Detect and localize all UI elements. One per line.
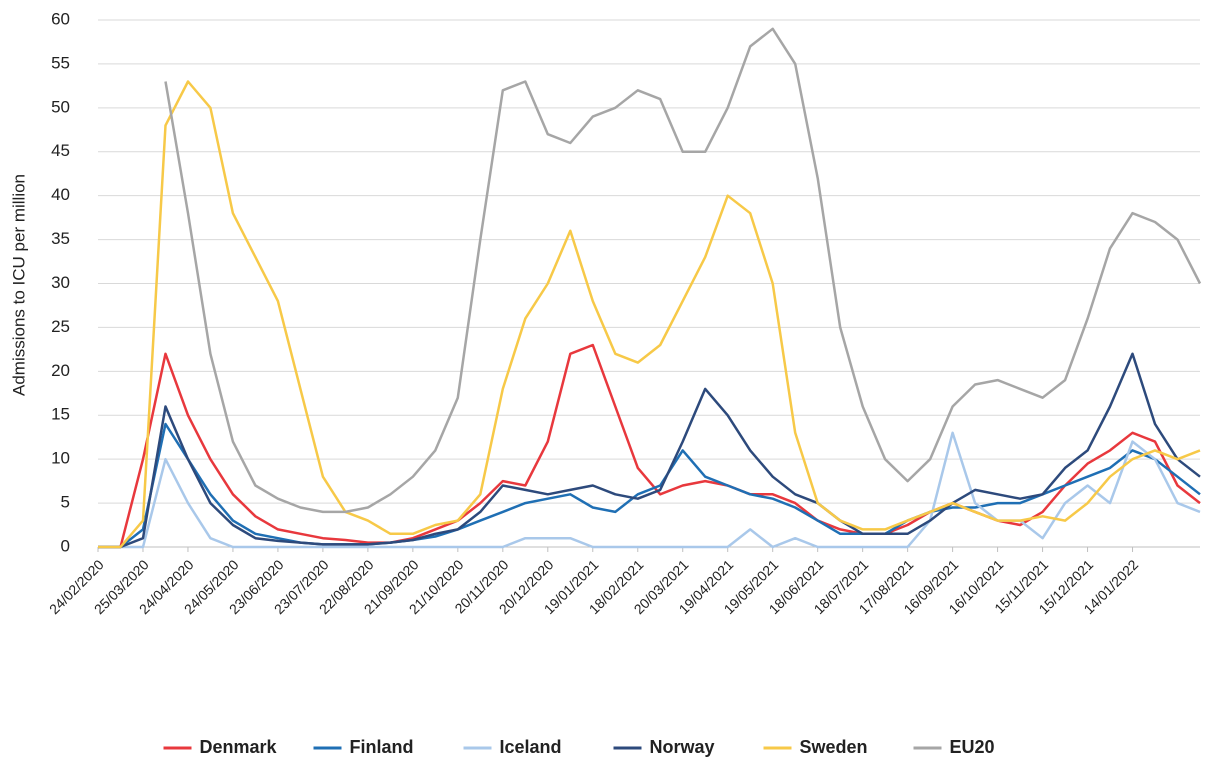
y-tick-label: 35 — [51, 229, 70, 248]
series-line — [164, 27, 1202, 514]
legend-label: Sweden — [800, 737, 868, 757]
series-line — [98, 352, 1201, 549]
y-tick-label: 25 — [51, 317, 70, 336]
legend-label: Iceland — [500, 737, 562, 757]
y-tick-label: 55 — [51, 53, 70, 72]
y-tick-label: 20 — [51, 361, 70, 380]
y-tick-label: 45 — [51, 141, 70, 160]
legend-label: Denmark — [200, 737, 278, 757]
y-tick-label: 5 — [61, 493, 70, 512]
legend-label: Finland — [350, 737, 414, 757]
y-tick-label: 10 — [51, 449, 70, 468]
legend-label: EU20 — [950, 737, 995, 757]
y-tick-label: 40 — [51, 185, 70, 204]
series-line — [98, 80, 1201, 549]
y-tick-label: 30 — [51, 273, 70, 292]
y-tick-label: 50 — [51, 97, 70, 116]
legend-label: Norway — [650, 737, 715, 757]
y-axis-label: Admissions to ICU per million — [9, 174, 28, 396]
y-tick-label: 15 — [51, 405, 70, 424]
series-line — [98, 422, 1201, 549]
y-tick-label: 0 — [61, 536, 70, 555]
series-line — [98, 343, 1201, 549]
y-tick-label: 60 — [51, 9, 70, 28]
